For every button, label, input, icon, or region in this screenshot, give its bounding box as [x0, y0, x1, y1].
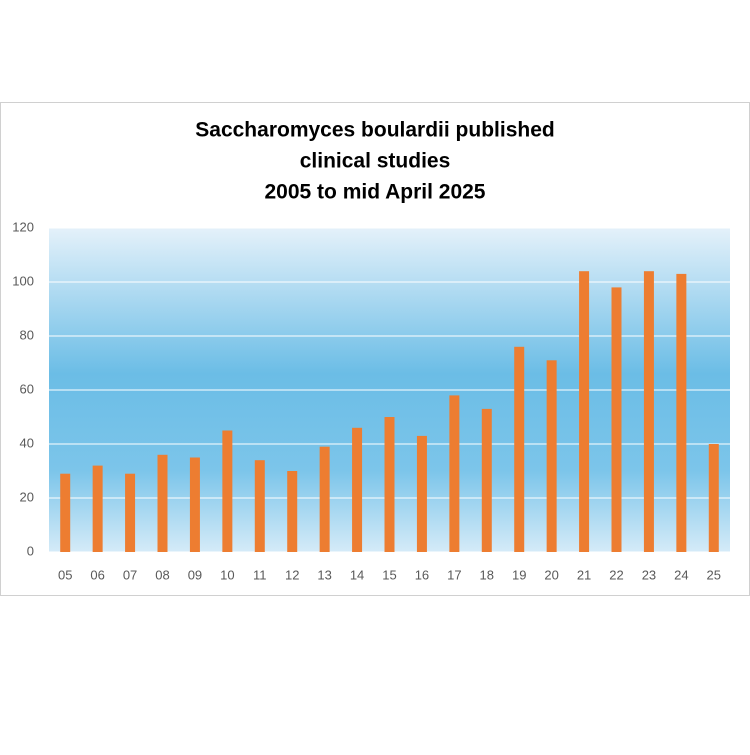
bar	[579, 271, 590, 552]
chart-title: Saccharomyces boulardii published	[195, 119, 554, 142]
bar	[481, 408, 492, 552]
bar	[125, 473, 136, 552]
bar	[222, 430, 233, 552]
x-tick-label: 21	[577, 567, 591, 582]
bar	[189, 457, 200, 552]
bar	[643, 271, 654, 552]
x-tick-label: 07	[123, 567, 137, 582]
bar	[254, 460, 265, 552]
x-tick-label: 19	[512, 567, 526, 582]
x-tick-label: 12	[285, 567, 299, 582]
x-tick-label: 13	[317, 567, 331, 582]
y-tick-label: 20	[20, 489, 34, 504]
bar	[384, 417, 395, 552]
x-tick-label: 22	[609, 567, 623, 582]
bar	[319, 446, 330, 552]
bar	[449, 395, 460, 552]
bar	[708, 444, 719, 552]
bar	[676, 273, 687, 552]
bar	[352, 427, 363, 552]
chart-title: clinical studies	[300, 150, 451, 173]
bar	[92, 465, 103, 552]
x-tick-label: 08	[155, 567, 169, 582]
bar	[514, 346, 525, 552]
x-tick-label: 11	[253, 567, 267, 582]
bar	[611, 287, 622, 552]
y-tick-label: 80	[20, 327, 34, 342]
x-tick-label: 16	[415, 567, 429, 582]
x-tick-label: 20	[544, 567, 558, 582]
x-tick-label: 23	[642, 567, 656, 582]
x-tick-label: 14	[350, 567, 364, 582]
x-tick-label: 05	[58, 567, 72, 582]
x-tick-label: 25	[707, 567, 721, 582]
bar	[157, 454, 168, 552]
x-tick-label: 09	[188, 567, 202, 582]
x-tick-label: 10	[220, 567, 234, 582]
y-tick-label: 100	[12, 273, 34, 288]
y-tick-label: 40	[20, 435, 34, 450]
bar	[60, 473, 71, 552]
bar	[546, 360, 557, 552]
x-tick-label: 15	[382, 567, 396, 582]
y-tick-label: 120	[12, 219, 34, 234]
y-tick-label: 0	[27, 543, 34, 558]
x-tick-label: 17	[447, 567, 461, 582]
y-tick-label: 60	[20, 381, 34, 396]
bar	[416, 435, 427, 552]
chart-title: 2005 to mid April 2025	[265, 181, 486, 204]
x-tick-label: 24	[674, 567, 688, 582]
bar	[287, 471, 298, 552]
x-tick-label: 06	[90, 567, 104, 582]
x-tick-label: 18	[480, 567, 494, 582]
